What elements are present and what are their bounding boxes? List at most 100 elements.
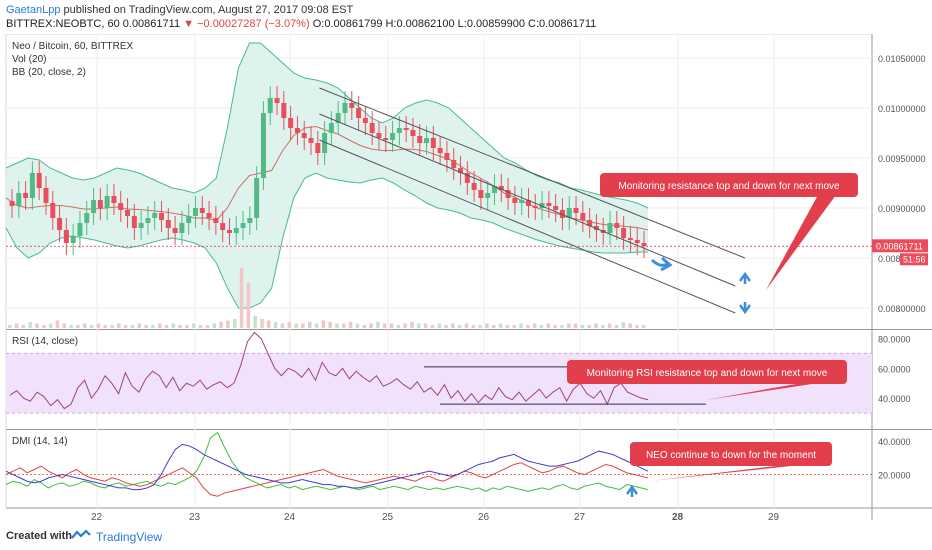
- dmi-callout-box: [630, 442, 832, 466]
- rsi-legend: RSI (14, close): [12, 336, 78, 347]
- volume-bar: [451, 323, 455, 328]
- time-tick-label: 27: [574, 512, 586, 520]
- volume-bar: [444, 325, 448, 328]
- candle: [505, 190, 511, 198]
- author-link[interactable]: GaetanLpp: [6, 4, 61, 16]
- price-tick-label: 0.00900000: [878, 204, 926, 214]
- candle: [84, 213, 90, 223]
- candle: [573, 208, 579, 213]
- volume-bar: [457, 325, 462, 328]
- candle: [356, 108, 362, 118]
- volume-bar: [151, 325, 155, 328]
- created-with-label: Created with: [6, 530, 73, 542]
- volume-bar: [539, 325, 544, 328]
- candle: [369, 123, 375, 133]
- resistance-callout-pointer: [766, 195, 836, 290]
- candle: [97, 200, 103, 208]
- volume-bar: [314, 323, 319, 328]
- candle: [179, 223, 185, 233]
- volume-bar: [423, 323, 428, 328]
- time-tick-label: 24: [284, 512, 296, 520]
- tradingview-brand[interactable]: TradingView: [96, 530, 163, 544]
- volume-bar: [178, 325, 182, 328]
- volume-bar: [273, 322, 278, 328]
- candle: [308, 138, 314, 143]
- volume-bar: [123, 325, 128, 328]
- candle: [362, 118, 368, 123]
- candle: [458, 168, 464, 173]
- countdown-label: 51:56: [903, 254, 926, 264]
- candle: [172, 228, 178, 233]
- volume-bar: [348, 322, 353, 328]
- candle: [641, 243, 647, 246]
- candle: [247, 218, 253, 223]
- price-tick-label: 0.01000000: [878, 104, 926, 114]
- volume-bar: [35, 323, 39, 328]
- volume-bar: [280, 323, 285, 328]
- volume-bar: [117, 323, 121, 328]
- countdown-badge: [900, 253, 928, 266]
- candle: [213, 218, 219, 223]
- candle: [607, 223, 613, 233]
- candle: [159, 213, 165, 220]
- volume-bar: [580, 325, 585, 328]
- volume-bar: [519, 323, 523, 328]
- last-price-label: 0.00861711: [876, 241, 923, 251]
- volume-bar: [28, 322, 32, 328]
- volume-bar: [69, 325, 73, 328]
- time-tick-label: 25: [382, 512, 394, 520]
- volume-bar: [471, 325, 476, 328]
- candle: [226, 230, 232, 233]
- volume-bar: [512, 325, 516, 328]
- volume-bar: [212, 323, 217, 328]
- volume-bar: [410, 322, 414, 328]
- candle: [23, 193, 29, 198]
- adx-line: [5, 443, 649, 491]
- candle: [424, 138, 430, 143]
- candle: [9, 201, 15, 206]
- candle: [553, 206, 559, 210]
- volume-bar: [389, 323, 394, 328]
- bollinger-band-fill: [6, 43, 648, 308]
- candle: [396, 128, 402, 133]
- candle: [464, 173, 470, 183]
- volume-bar: [342, 323, 346, 328]
- time-tick-label: 23: [189, 512, 201, 520]
- candle: [532, 206, 538, 208]
- volume-bar: [232, 319, 237, 328]
- bollinger-upper-line: [5, 42, 649, 209]
- candle: [349, 103, 355, 108]
- candle: [335, 113, 341, 123]
- price-legend-item: Vol (20): [12, 54, 46, 65]
- bollinger-lower-line: [5, 172, 648, 309]
- rsi-line: [9, 331, 649, 410]
- price-tick-label: 0.00800000: [878, 304, 926, 314]
- symbol-line: BITTREX:NEOBTC, 60 0.00861711 ▼ −0.00027…: [6, 18, 596, 30]
- candle: [77, 223, 83, 236]
- candle: [165, 220, 171, 228]
- volume-bar: [573, 323, 578, 328]
- volume-bar: [642, 325, 646, 328]
- volume-bar: [96, 323, 101, 328]
- rsi-tick-label: 60.0000: [878, 364, 911, 374]
- candle: [519, 200, 525, 203]
- volume-bar: [192, 323, 196, 328]
- volume-bar: [607, 323, 612, 328]
- candle: [152, 213, 158, 218]
- dmi-legend: DMI (14, 14): [12, 436, 68, 447]
- candle: [63, 230, 69, 243]
- rsi-callout-pointer: [706, 382, 825, 400]
- volume-bar: [478, 325, 482, 328]
- candle: [491, 186, 497, 193]
- volume-bar: [307, 322, 312, 328]
- candle: [57, 218, 63, 230]
- chart-canvas[interactable]: 0.01050000 0.01000000 0.00950000 0.00900000…: [0, 34, 932, 520]
- volume-bar: [89, 325, 94, 328]
- candle: [315, 143, 321, 153]
- price-tick-label: 0.01050000: [878, 54, 926, 64]
- candle: [587, 220, 593, 226]
- candle: [403, 128, 409, 130]
- volume-bar: [362, 325, 366, 328]
- candle: [566, 208, 572, 218]
- plus-di-line: [5, 431, 649, 492]
